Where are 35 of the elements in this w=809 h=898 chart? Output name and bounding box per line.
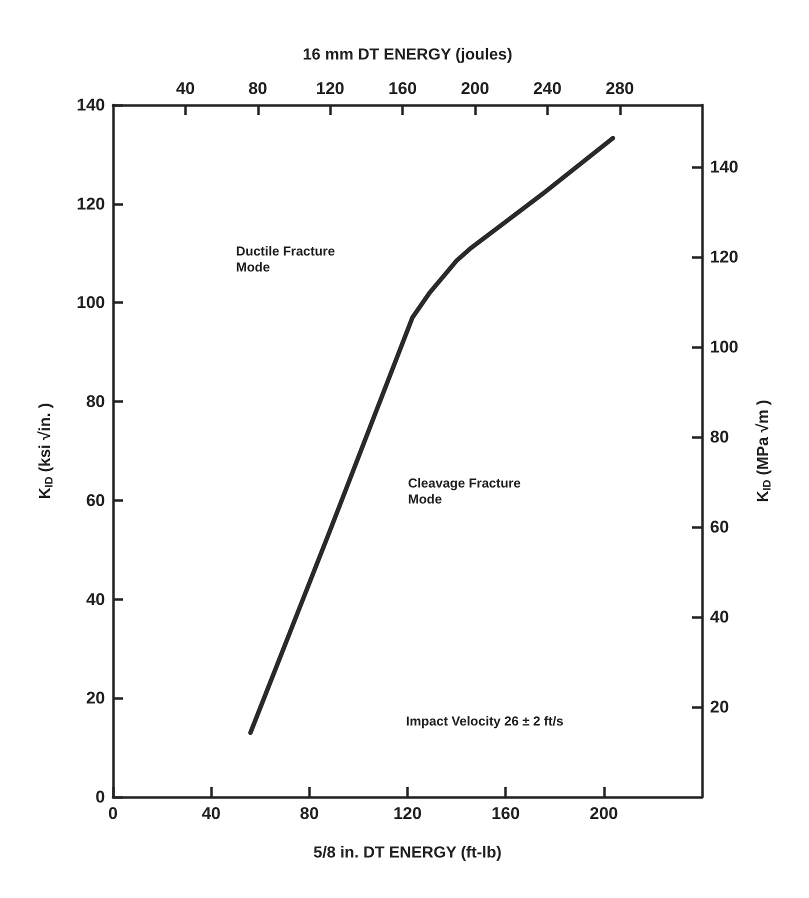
y2-axis-title: KID (MPa √m ) <box>755 400 774 502</box>
y2-tick-label: 40 <box>710 608 729 627</box>
y2-tick-label: 60 <box>710 518 729 537</box>
x-axis-title: 5/8 in. DT ENERGY (ft-lb) <box>313 844 502 862</box>
y-tick-label: 80 <box>86 392 105 412</box>
y2-tick-label: 120 <box>710 248 738 267</box>
x2-tick-label: 200 <box>460 79 490 98</box>
y-tick-label: 60 <box>86 490 105 510</box>
y-tick-label: 20 <box>86 688 105 708</box>
y2-tick-label: 100 <box>710 338 738 357</box>
y-tick-label: 120 <box>76 194 105 214</box>
y-tick-label: 140 <box>76 96 105 114</box>
x2-tick-label: 120 <box>316 79 344 98</box>
x2-axis-title: 16 mm DT ENERGY (joules) <box>302 46 512 64</box>
x-tick-label: 160 <box>491 804 520 823</box>
y-tick-label: 0 <box>96 788 105 806</box>
y-tick-label: 40 <box>86 590 105 609</box>
x-tick-label: 40 <box>202 804 221 823</box>
x-tick-label: 120 <box>393 804 422 823</box>
x2-tick-label: 80 <box>248 79 268 98</box>
x2-tick-label: 40 <box>176 79 195 98</box>
y2-tick-label: 20 <box>710 698 729 717</box>
x-tick-label: 200 <box>590 804 618 823</box>
x-tick-label: 0 <box>108 804 118 823</box>
y-tick-label: 100 <box>76 293 105 312</box>
y-axis-title: KID (ksi √in. ) <box>37 402 56 500</box>
annotation: Cleavage Fracture Mode <box>408 476 524 506</box>
x-tick-label: 80 <box>300 804 319 823</box>
x2-tick-label: 280 <box>606 79 634 98</box>
annotation: Ductile Fracture Mode <box>236 244 339 274</box>
y2-tick-label: 80 <box>710 428 729 447</box>
y2-tick-label: 140 <box>710 158 738 177</box>
x2-tick-label: 240 <box>533 79 562 98</box>
annotation: Impact Velocity 26 ± 2 ft/s <box>406 714 564 728</box>
x2-tick-label: 160 <box>388 79 417 98</box>
